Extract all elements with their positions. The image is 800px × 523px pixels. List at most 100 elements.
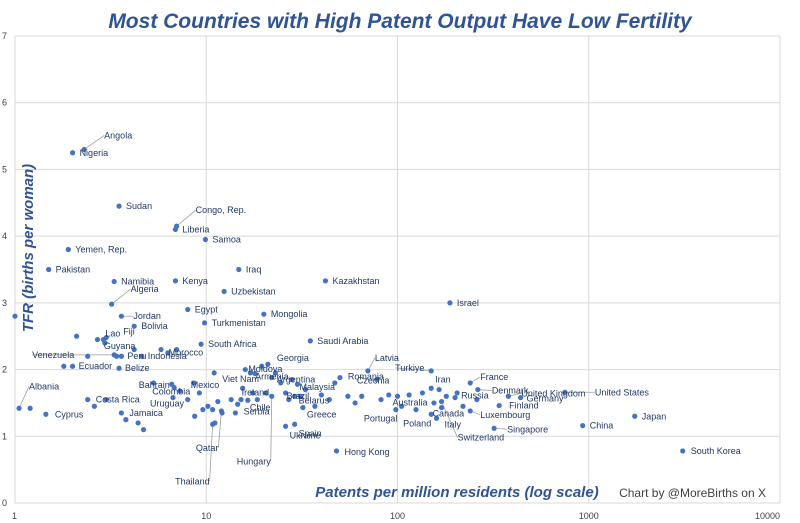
point-label-samoa: Samoa: [212, 234, 241, 244]
data-point-denmark: [475, 386, 481, 393]
data-point-cyprus: [43, 411, 49, 417]
leader-line-qatar: [217, 410, 222, 448]
point-label-france: France: [480, 372, 508, 382]
data-point: [232, 410, 238, 416]
point-label-switzerland: Switzerland: [458, 433, 505, 443]
data-point: [177, 388, 183, 394]
data-point-israel: [447, 300, 453, 306]
point-label-jamaica: Jamaica: [129, 408, 163, 418]
y-tick-label: 1: [2, 431, 7, 441]
data-point: [103, 396, 109, 403]
point-label-singapore: Singapore: [507, 424, 548, 434]
data-point-luxembourg: [467, 408, 473, 414]
point-label-indonesia: Indonesia: [148, 351, 187, 361]
data-point-poland: [428, 411, 434, 417]
data-point-georgia: [265, 361, 271, 367]
data-point: [150, 380, 157, 386]
data-point-liberia: [172, 226, 179, 233]
data-point-belarus: [292, 393, 298, 399]
point-label-turkmenistan: Turkmenistan: [212, 318, 266, 328]
point-label-bolivia: Bolivia: [141, 321, 168, 331]
data-point-mexico: [191, 380, 197, 386]
point-label-romania: Romania: [348, 372, 384, 382]
data-point: [286, 396, 292, 403]
data-point-australia: [394, 393, 401, 399]
data-point-bolivia: [131, 323, 137, 329]
data-point-algeria: [109, 301, 115, 307]
data-point-jordan: [118, 313, 124, 319]
data-point: [123, 417, 129, 423]
point-label-colombia: Colombia: [152, 387, 190, 397]
data-point-thailand: [210, 421, 216, 427]
data-point-fiji: [103, 334, 109, 341]
point-label-namibia: Namibia: [121, 277, 154, 287]
point-label-uzbekistan: Uzbekistan: [231, 287, 276, 297]
point-label-qatar: Qatar: [196, 443, 219, 453]
data-point: [436, 386, 442, 393]
data-point-kenya: [172, 278, 179, 284]
data-point-iraq: [236, 266, 242, 273]
data-point: [297, 393, 303, 399]
data-point: [192, 413, 198, 419]
y-axis-title: TFR (births per woman): [20, 164, 37, 332]
data-point-czechia: [374, 376, 380, 383]
data-point: [135, 420, 141, 426]
point-label-serbia: Serbia: [244, 406, 270, 416]
point-label-china: China: [590, 421, 614, 431]
data-point: [250, 390, 256, 396]
data-point-ecuador: [69, 363, 76, 369]
point-label-mongolia: Mongolia: [271, 309, 308, 319]
leader-line-angola: [83, 135, 105, 150]
data-point-uzbekistan: [221, 288, 227, 295]
data-point: [431, 400, 437, 406]
data-point-uruguay: [170, 394, 176, 401]
point-label-pakistan: Pakistan: [56, 265, 91, 275]
data-point: [359, 393, 365, 399]
point-label-liberia: Liberia: [182, 224, 209, 234]
data-point: [215, 398, 221, 405]
data-point-morocco: [174, 346, 180, 353]
point-label-united-states: United States: [595, 387, 650, 397]
point-label-belize: Belize: [125, 363, 150, 373]
data-point: [185, 396, 191, 403]
data-point: [91, 403, 97, 409]
data-point: [386, 392, 392, 398]
data-point-japan: [632, 413, 638, 419]
point-label-finland: Finland: [509, 401, 539, 411]
data-point-romania: [337, 374, 343, 381]
data-point: [259, 363, 265, 369]
data-point: [289, 376, 295, 383]
data-point: [278, 380, 284, 386]
data-point-turkmenistan: [201, 320, 208, 326]
point-label-iran: Iran: [435, 374, 451, 384]
point-label-bahrain: Bahrain: [139, 380, 170, 390]
point-label-angola: Angola: [104, 130, 132, 140]
data-points: [12, 146, 686, 454]
point-label-sudan: Sudan: [126, 201, 152, 211]
data-point-kazakhstan: [322, 278, 329, 284]
data-point: [12, 313, 18, 319]
data-point: [242, 366, 248, 373]
point-label-malaysia: Malaysia: [299, 382, 335, 392]
y-tick-label: 4: [2, 231, 7, 241]
point-label-ireland: Ireland: [242, 387, 270, 397]
data-point-turkiye: [428, 368, 434, 374]
point-label-australia: Australia: [393, 397, 428, 407]
data-point-latvia: [365, 368, 371, 374]
point-label-denmark: Denmark: [492, 386, 529, 396]
data-point-spain: [292, 421, 298, 427]
data-point: [332, 380, 338, 386]
data-point-viet-nam: [211, 370, 217, 376]
data-point: [378, 396, 384, 403]
point-label-poland: Poland: [403, 418, 431, 428]
data-point: [345, 393, 351, 399]
point-label-russia: Russia: [461, 391, 489, 401]
data-point: [398, 403, 405, 409]
point-label-hong-kong: Hong Kong: [345, 447, 390, 457]
point-label-south-korea: South Korea: [691, 446, 741, 456]
data-point-albania: [16, 405, 22, 411]
point-label-belarus: Belarus: [299, 395, 330, 405]
data-point-singapore: [491, 425, 497, 431]
